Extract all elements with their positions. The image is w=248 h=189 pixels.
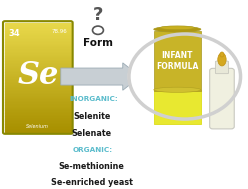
- Bar: [5, 23, 71, 26]
- Text: Form: Form: [83, 38, 113, 48]
- Text: 34: 34: [8, 29, 20, 38]
- Text: Se: Se: [17, 60, 59, 91]
- Bar: [5, 110, 71, 113]
- Bar: [5, 105, 71, 108]
- Ellipse shape: [160, 26, 195, 30]
- Bar: [5, 50, 71, 53]
- Bar: [5, 42, 71, 45]
- Bar: [5, 108, 71, 110]
- Bar: [5, 99, 71, 102]
- Bar: [5, 116, 71, 119]
- Bar: [5, 31, 71, 34]
- Bar: [5, 47, 71, 50]
- Ellipse shape: [218, 53, 226, 66]
- Bar: [5, 113, 71, 116]
- Bar: [5, 102, 71, 105]
- Ellipse shape: [154, 87, 201, 92]
- Bar: [5, 130, 71, 132]
- Bar: [5, 56, 71, 58]
- Text: Se-methionine: Se-methionine: [59, 162, 125, 171]
- Ellipse shape: [154, 26, 201, 32]
- Text: Se-enriched yeast: Se-enriched yeast: [51, 178, 133, 187]
- Bar: [5, 36, 71, 39]
- Text: Selenate: Selenate: [72, 129, 112, 138]
- Bar: [5, 119, 71, 121]
- Bar: [5, 75, 71, 77]
- Text: 78.96: 78.96: [52, 29, 67, 34]
- Ellipse shape: [220, 52, 224, 57]
- Bar: [5, 64, 71, 67]
- Bar: [5, 80, 71, 83]
- Text: INORGANIC:: INORGANIC:: [70, 96, 119, 102]
- Bar: [5, 45, 71, 47]
- Bar: [154, 90, 201, 124]
- Bar: [5, 94, 71, 97]
- Bar: [5, 77, 71, 80]
- Bar: [5, 72, 71, 75]
- Bar: [5, 88, 71, 91]
- Bar: [5, 26, 71, 28]
- Bar: [5, 97, 71, 99]
- Bar: [5, 34, 71, 36]
- Bar: [5, 53, 71, 56]
- Bar: [154, 31, 201, 91]
- Bar: [5, 86, 71, 88]
- FancyArrow shape: [61, 63, 140, 90]
- Bar: [5, 83, 71, 86]
- Bar: [5, 69, 71, 72]
- Bar: [5, 39, 71, 42]
- Bar: [5, 58, 71, 61]
- FancyBboxPatch shape: [215, 61, 229, 74]
- Text: INFANT
FORMULA: INFANT FORMULA: [156, 51, 198, 71]
- FancyBboxPatch shape: [210, 68, 234, 129]
- Bar: [5, 124, 71, 127]
- Bar: [5, 91, 71, 94]
- Text: ORGANIC:: ORGANIC:: [73, 147, 113, 153]
- Bar: [5, 121, 71, 124]
- Bar: [5, 127, 71, 130]
- Text: Selenite: Selenite: [73, 112, 110, 121]
- Circle shape: [128, 33, 242, 120]
- Bar: [5, 61, 71, 64]
- Bar: [5, 28, 71, 31]
- Text: ?: ?: [93, 6, 103, 24]
- Text: Selenium: Selenium: [26, 124, 49, 129]
- Bar: [5, 67, 71, 69]
